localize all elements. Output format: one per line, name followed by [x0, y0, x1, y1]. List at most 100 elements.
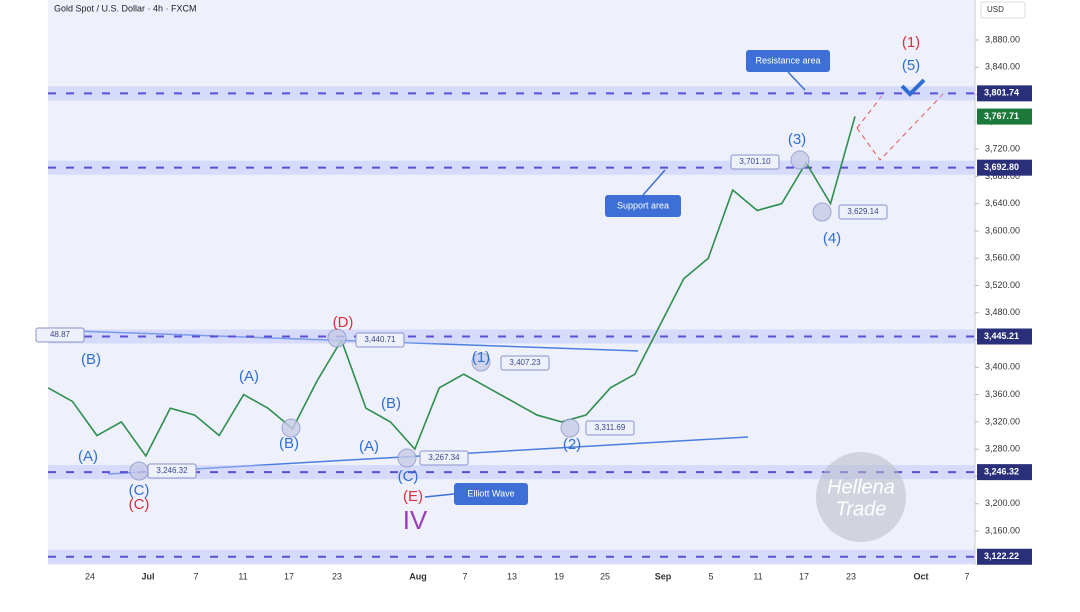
time-label: 19 [554, 571, 564, 581]
time-label: 13 [507, 571, 517, 581]
price-box-label: 3,701.10 [739, 157, 771, 166]
wave-label: (A) [359, 438, 379, 455]
pivot-marker [812, 202, 832, 222]
time-label: 7 [964, 571, 969, 581]
checkmark [900, 78, 926, 97]
wave-label: (1) [902, 34, 920, 51]
price-box-label: 3,311.69 [595, 423, 626, 432]
pivot-marker [397, 448, 417, 468]
price-box [838, 204, 888, 220]
price-tick-label: 3,160.00 [985, 525, 1020, 535]
callout-label: Elliott Wave [467, 488, 514, 498]
level-band [48, 160, 975, 175]
level-tag [977, 108, 1032, 125]
price-tick-label: 3,320.00 [985, 416, 1020, 426]
pivot-marker [790, 150, 810, 170]
wave-label: (E) [403, 488, 423, 505]
price-box-label: 3,246.32 [156, 466, 188, 475]
price-line [47, 116, 856, 458]
price-tick-label: 3,200.00 [985, 498, 1020, 508]
callout-pointer [424, 493, 455, 498]
price-tick-label: 3,880.00 [985, 34, 1020, 44]
time-label: Jul [141, 571, 154, 581]
time-label: 25 [600, 571, 610, 581]
wave-label: (C) [129, 482, 150, 499]
time-label: 11 [753, 571, 762, 581]
callout [605, 195, 681, 217]
level-tag [977, 464, 1032, 481]
level-band [48, 329, 975, 344]
level-label: 3,246.32 [984, 467, 1019, 477]
level-label: 3,445.21 [984, 331, 1019, 341]
wave-label: IV [403, 505, 428, 535]
price-box [419, 450, 469, 466]
price-box-label: 3,440.71 [364, 335, 396, 344]
price-tick-label: 3,720.00 [985, 143, 1020, 153]
wave-label: (3) [788, 131, 806, 148]
currency: USD [987, 5, 1004, 14]
level-band [48, 549, 975, 564]
currency-box [980, 1, 1026, 19]
price-tick-label: 3,280.00 [985, 444, 1020, 454]
price-tick-label: 3,360.00 [985, 389, 1020, 399]
price-box [35, 327, 85, 343]
price-box-label: 48.87 [50, 330, 71, 339]
level-label: 3,767.71 [984, 111, 1019, 121]
level-tag [977, 328, 1032, 345]
level-tag [977, 85, 1032, 102]
time-label: Sep [655, 571, 672, 581]
callout-label: Resistance area [755, 55, 820, 65]
wave-label: (D) [333, 314, 354, 331]
callout-label: Support area [617, 200, 669, 210]
price-box [500, 355, 550, 371]
level-tag [977, 548, 1032, 565]
pivot-marker [281, 418, 301, 438]
projection [856, 91, 946, 161]
time-label: 24 [85, 571, 95, 581]
time-label: 5 [708, 571, 713, 581]
time-label: 23 [846, 571, 856, 581]
time-label: 17 [799, 571, 809, 581]
wave-label: (C) [129, 496, 150, 513]
level-tag [977, 159, 1032, 176]
pivot-marker [129, 461, 149, 481]
price-box-label: 3,629.14 [847, 207, 879, 216]
callout-pointer [787, 71, 806, 91]
price-tick-label: 3,480.00 [985, 307, 1020, 317]
wave-label: (B) [81, 351, 101, 368]
pivot-marker [327, 328, 347, 348]
wave-label: (B) [279, 435, 299, 452]
level-label: 3,122.22 [984, 551, 1019, 561]
price-box [355, 332, 405, 348]
price-box [585, 420, 635, 436]
callout [746, 50, 830, 72]
time-label: 7 [193, 571, 198, 581]
time-label: Aug [409, 571, 427, 581]
time-axis [48, 565, 1032, 590]
price-tick-label: 3,640.00 [985, 198, 1020, 208]
watermark-badge [816, 452, 906, 542]
level-band [48, 86, 975, 101]
time-label: 7 [462, 571, 467, 581]
wave-label: (A) [78, 448, 98, 465]
wave-label: (2) [563, 436, 581, 453]
price-box [730, 154, 780, 170]
time-label: 11 [238, 571, 247, 581]
projection [856, 91, 886, 129]
price-tick-label: 3,560.00 [985, 253, 1020, 263]
watermark: Hellena [827, 476, 895, 498]
wave-label: (A) [239, 368, 259, 385]
price-tick-label: 3,840.00 [985, 62, 1020, 72]
time-label: 23 [332, 571, 342, 581]
price-tick-label: 3,520.00 [985, 280, 1020, 290]
level-band [48, 465, 975, 480]
chart-title: Gold Spot / U.S. Dollar · 4h · FXCM [54, 3, 197, 13]
price-tick-label: 3,400.00 [985, 362, 1020, 372]
callout-pointer [642, 169, 666, 196]
price-box-label: 3,407.23 [509, 358, 541, 367]
level-label: 3,692.80 [984, 162, 1019, 172]
wave-label: (4) [823, 230, 841, 247]
wave-label: (1) [472, 349, 490, 366]
pivot-marker [471, 352, 491, 372]
